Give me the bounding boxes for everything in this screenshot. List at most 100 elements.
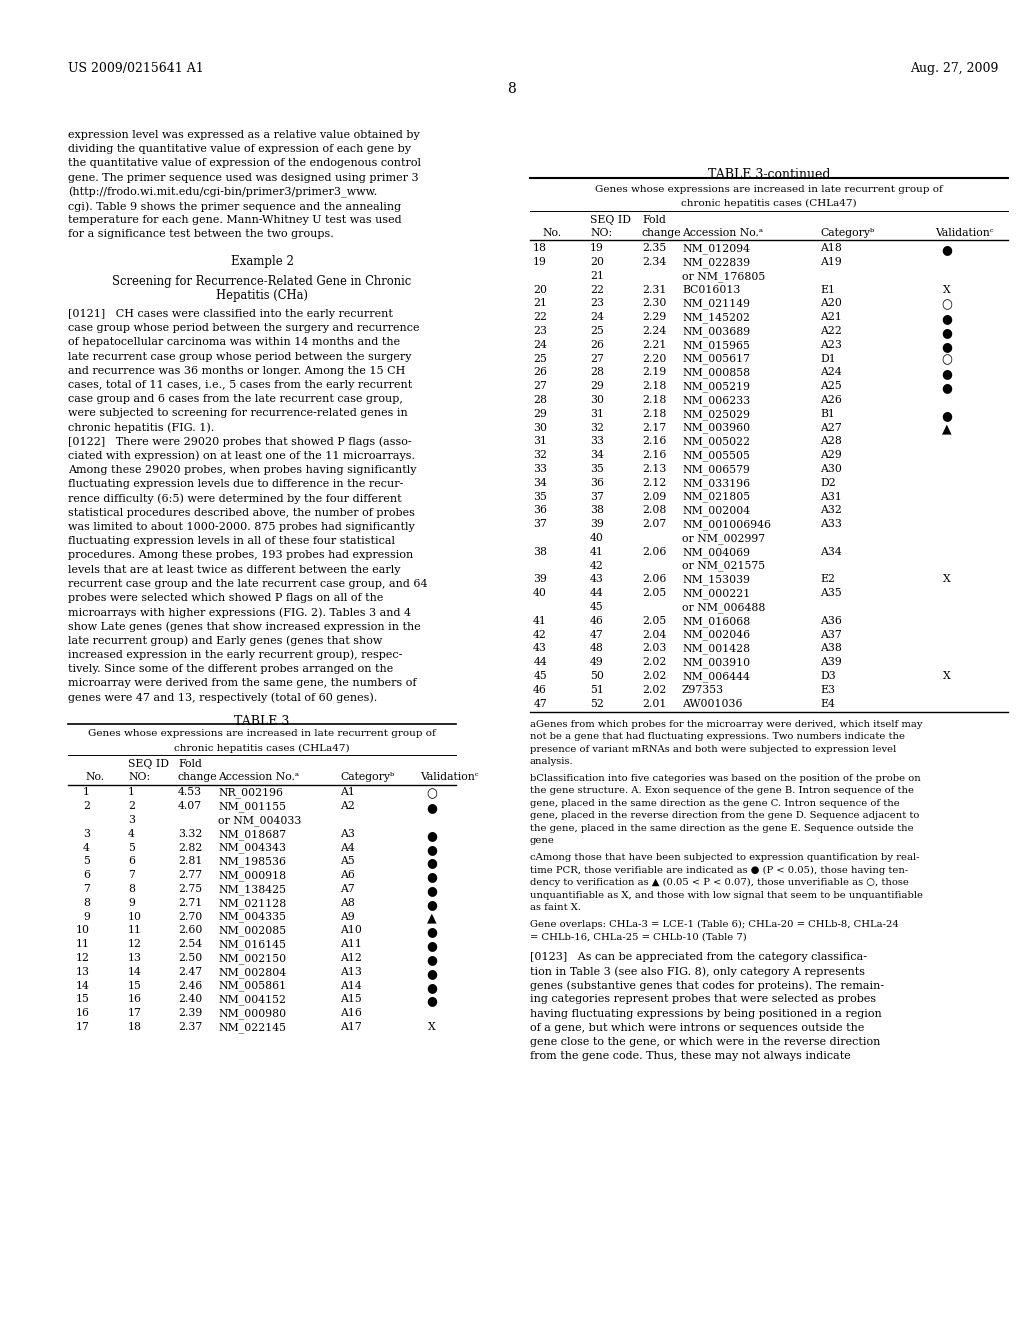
Text: microarrays with higher expressions (FIG. 2). Tables 3 and 4: microarrays with higher expressions (FIG…	[68, 607, 411, 618]
Text: 11: 11	[128, 925, 142, 936]
Text: 12: 12	[76, 953, 90, 964]
Text: 45: 45	[534, 671, 547, 681]
Text: [0122]   There were 29020 probes that showed P flags (asso-: [0122] There were 29020 probes that show…	[68, 437, 412, 447]
Text: 27: 27	[534, 381, 547, 391]
Text: 23: 23	[534, 326, 547, 337]
Text: cgi). Table 9 shows the primer sequence and the annealing: cgi). Table 9 shows the primer sequence …	[68, 201, 401, 211]
Text: A20: A20	[820, 298, 842, 309]
Text: 20: 20	[534, 285, 547, 294]
Text: or NM_004033: or NM_004033	[218, 814, 301, 826]
Text: A31: A31	[820, 491, 842, 502]
Text: NO:: NO:	[128, 772, 151, 781]
Text: 2.34: 2.34	[642, 257, 667, 267]
Text: NM_004343: NM_004343	[218, 842, 286, 853]
Text: 50: 50	[590, 671, 604, 681]
Text: 24: 24	[534, 339, 547, 350]
Text: 14: 14	[128, 966, 142, 977]
Text: 19: 19	[534, 257, 547, 267]
Text: 5: 5	[83, 857, 90, 866]
Text: 3: 3	[128, 814, 135, 825]
Text: for a significance test between the two groups.: for a significance test between the two …	[68, 230, 334, 239]
Text: A17: A17	[340, 1022, 361, 1032]
Text: or NM_002997: or NM_002997	[682, 533, 765, 544]
Text: 22: 22	[534, 313, 547, 322]
Text: 17: 17	[128, 1008, 142, 1018]
Text: 47: 47	[590, 630, 604, 640]
Text: D1: D1	[820, 354, 836, 364]
Text: analysis.: analysis.	[530, 758, 573, 766]
Text: 48: 48	[590, 643, 604, 653]
Text: Among these 29020 probes, when probes having significantly: Among these 29020 probes, when probes ha…	[68, 465, 417, 475]
Text: A21: A21	[820, 313, 842, 322]
Text: 2.02: 2.02	[642, 657, 667, 667]
Text: NM_000980: NM_000980	[218, 1008, 286, 1019]
Text: levels that are at least twice as different between the early: levels that are at least twice as differ…	[68, 565, 400, 574]
Text: 8: 8	[128, 884, 135, 894]
Text: NM_005022: NM_005022	[682, 437, 751, 447]
Text: 34: 34	[590, 450, 604, 461]
Text: statistical procedures described above, the number of probes: statistical procedures described above, …	[68, 508, 415, 517]
Text: 30: 30	[590, 395, 604, 405]
Text: case group and 6 cases from the late recurrent case group,: case group and 6 cases from the late rec…	[68, 395, 402, 404]
Text: A24: A24	[820, 367, 842, 378]
Text: the quantitative value of expression of the endogenous control: the quantitative value of expression of …	[68, 158, 421, 169]
Text: 2.24: 2.24	[642, 326, 667, 337]
Text: 33: 33	[534, 465, 547, 474]
Text: late recurrent case group whose period between the surgery: late recurrent case group whose period b…	[68, 351, 412, 362]
Text: increased expression in the early recurrent group), respec-: increased expression in the early recurr…	[68, 649, 402, 660]
Text: ciated with expression) on at least one of the 11 microarrays.: ciated with expression) on at least one …	[68, 451, 415, 462]
Text: dividing the quantitative value of expression of each gene by: dividing the quantitative value of expre…	[68, 144, 411, 154]
Text: 2.46: 2.46	[178, 981, 203, 990]
Text: NM_015965: NM_015965	[682, 339, 750, 351]
Text: NO:: NO:	[590, 227, 612, 238]
Text: 45: 45	[590, 602, 604, 612]
Text: were subjected to screening for recurrence-related genes in: were subjected to screening for recurren…	[68, 408, 408, 418]
Text: NM_016068: NM_016068	[682, 616, 751, 627]
Text: 31: 31	[534, 437, 547, 446]
Text: A9: A9	[340, 912, 354, 921]
Text: 2.07: 2.07	[642, 519, 667, 529]
Text: E3: E3	[820, 685, 835, 694]
Text: NM_004069: NM_004069	[682, 546, 750, 557]
Text: 2.47: 2.47	[178, 966, 202, 977]
Text: No.: No.	[542, 227, 561, 238]
Text: A13: A13	[340, 966, 361, 977]
Text: 2.16: 2.16	[642, 450, 667, 461]
Text: Categoryᵇ: Categoryᵇ	[340, 772, 394, 781]
Text: 39: 39	[590, 519, 604, 529]
Text: A35: A35	[820, 589, 842, 598]
Text: 3.32: 3.32	[178, 829, 203, 840]
Text: ●: ●	[941, 339, 952, 352]
Text: NM_001155: NM_001155	[218, 801, 286, 812]
Text: A36: A36	[820, 616, 842, 626]
Text: 36: 36	[590, 478, 604, 488]
Text: the gene structure. A. Exon sequence of the gene B. Intron sequence of the: the gene structure. A. Exon sequence of …	[530, 787, 914, 795]
Text: or NM_176805: or NM_176805	[682, 271, 765, 281]
Text: gene, placed in the reverse direction from the gene D. Sequence adjacent to: gene, placed in the reverse direction fr…	[530, 812, 920, 820]
Text: A4: A4	[340, 842, 354, 853]
Text: ●: ●	[427, 940, 437, 952]
Text: US 2009/0215641 A1: US 2009/0215641 A1	[68, 62, 204, 75]
Text: 2.01: 2.01	[642, 698, 667, 709]
Text: 21: 21	[590, 271, 604, 281]
Text: NM_018687: NM_018687	[218, 829, 286, 840]
Text: 1: 1	[128, 788, 135, 797]
Text: A22: A22	[820, 326, 842, 337]
Text: 32: 32	[534, 450, 547, 461]
Text: ●: ●	[941, 367, 952, 380]
Text: NM_021128: NM_021128	[218, 898, 287, 908]
Text: chronic hepatitis (FIG. 1).: chronic hepatitis (FIG. 1).	[68, 422, 214, 433]
Text: 2.77: 2.77	[178, 870, 202, 880]
Text: 2.19: 2.19	[642, 367, 667, 378]
Text: 2.18: 2.18	[642, 395, 667, 405]
Text: NM_006233: NM_006233	[682, 395, 751, 405]
Text: X: X	[943, 574, 951, 585]
Text: ●: ●	[427, 801, 437, 814]
Text: NM_000918: NM_000918	[218, 870, 286, 880]
Text: NM_005219: NM_005219	[682, 381, 750, 392]
Text: A15: A15	[340, 994, 361, 1005]
Text: A25: A25	[820, 381, 842, 391]
Text: [0123]   As can be appreciated from the category classifica-: [0123] As can be appreciated from the ca…	[530, 952, 867, 962]
Text: 20: 20	[590, 257, 604, 267]
Text: 2.02: 2.02	[642, 685, 667, 694]
